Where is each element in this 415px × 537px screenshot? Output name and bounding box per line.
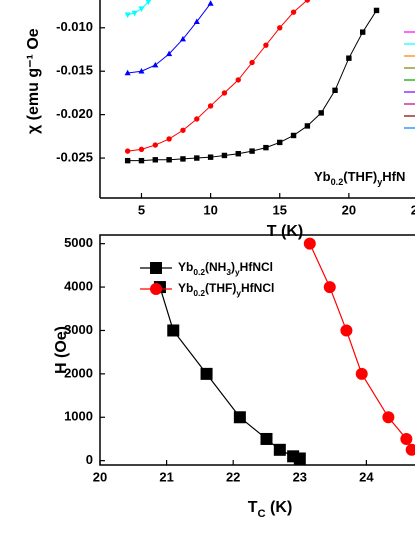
data-point (152, 157, 159, 163)
data-point (145, 0, 152, 5)
data-point (124, 148, 131, 154)
x-axis-label: TC (K) (248, 499, 293, 520)
data-point (340, 324, 353, 337)
data-point (221, 152, 228, 159)
x-tick-label: 23 (293, 469, 307, 484)
data-point (277, 25, 283, 31)
y-tick-label: 1000 (64, 409, 93, 424)
data-point (233, 411, 246, 424)
y-tick-label: 0 (86, 452, 93, 467)
data-point (263, 144, 269, 151)
plot-frame (99, 234, 415, 466)
data-point (273, 443, 286, 456)
data-point (138, 67, 145, 74)
series-line (127, 0, 308, 152)
data-point (207, 0, 214, 6)
data-point (124, 157, 131, 164)
data-point (138, 146, 145, 153)
data-point (277, 139, 283, 146)
data-point (180, 127, 186, 133)
data-point (293, 452, 306, 465)
x-tick-label: 15 (273, 202, 287, 217)
legend-stubs (404, 31, 415, 129)
data-point (260, 432, 273, 445)
data-point (304, 0, 311, 3)
data-point (180, 156, 186, 162)
data-point (152, 142, 159, 148)
series-line (309, 243, 413, 451)
data-point (290, 132, 297, 139)
data-point (200, 367, 213, 380)
data-point (249, 148, 255, 154)
data-point (138, 157, 145, 164)
data-point (303, 237, 316, 250)
y-axis-label: χ (emu g⁻¹ Oe (25, 28, 42, 134)
annotation: Yb0.2(THF)yHfN (314, 169, 405, 187)
y-tick-label: -0.025 (56, 149, 93, 164)
data-point (235, 151, 241, 157)
data-point (124, 12, 131, 18)
data-point (290, 9, 297, 15)
legend-marker (150, 283, 162, 295)
legend-label: Yb0.2(THF)yHfNCl (178, 281, 274, 298)
data-point (355, 367, 368, 380)
data-point (207, 154, 214, 160)
data-point (235, 77, 241, 83)
data-point (249, 59, 255, 66)
x-tick-label: 21 (159, 469, 173, 484)
data-point (400, 432, 413, 445)
data-point (166, 136, 172, 142)
x-tick-label: 10 (203, 202, 217, 217)
data-point (194, 155, 200, 161)
x-tick-label: 20 (342, 202, 356, 217)
data-point (318, 110, 324, 116)
series-line (127, 1, 149, 16)
data-point (179, 35, 187, 42)
y-tick-label: 2000 (64, 365, 93, 380)
y-tick-label: 3000 (64, 322, 93, 337)
data-point (382, 411, 395, 424)
x-tick-label: 20 (93, 469, 107, 484)
data-point (221, 90, 228, 96)
data-point (124, 69, 131, 76)
y-tick-label: -0.010 (56, 19, 93, 34)
data-point (166, 50, 173, 57)
data-point (167, 324, 180, 337)
data-point (373, 7, 380, 14)
data-point (138, 6, 145, 12)
series-line (127, 10, 377, 162)
data-point (194, 116, 200, 122)
x-tick-label: 25 (411, 202, 415, 217)
x-tick-label: 5 (138, 202, 145, 217)
y-tick-label: -0.020 (56, 106, 93, 121)
data-point (323, 281, 336, 294)
data-point (332, 87, 338, 94)
y-tick-label: 5000 (64, 235, 93, 250)
series-line (159, 286, 300, 460)
data-point (193, 18, 200, 24)
data-point (263, 42, 269, 48)
panel: 202122232425010002000300040005000H (Oe)T… (53, 234, 415, 520)
panel: 5 10 15 20 25 -0.010 -0.015 -0.020 -0.025 χ (emu … (25, 0, 415, 240)
data-point (405, 443, 415, 456)
data-point (359, 29, 366, 35)
legend-marker (150, 262, 162, 274)
y-tick-label: 4000 (64, 279, 93, 294)
y-axis-label: H (Oe) (53, 326, 70, 374)
data-point (207, 103, 214, 109)
data-point (304, 123, 311, 129)
x-tick-label: 22 (226, 469, 240, 484)
data-point (346, 55, 352, 61)
x-tick-label: 24 (359, 469, 374, 484)
data-point (152, 61, 159, 68)
legend-label: Yb0.2(NH3)yHfNCl (178, 260, 273, 277)
x-axis-label: T (K) (267, 223, 303, 240)
y-tick-label: -0.015 (56, 63, 93, 78)
series-line (127, 3, 212, 74)
data-point (166, 157, 172, 163)
data-point (131, 10, 138, 17)
